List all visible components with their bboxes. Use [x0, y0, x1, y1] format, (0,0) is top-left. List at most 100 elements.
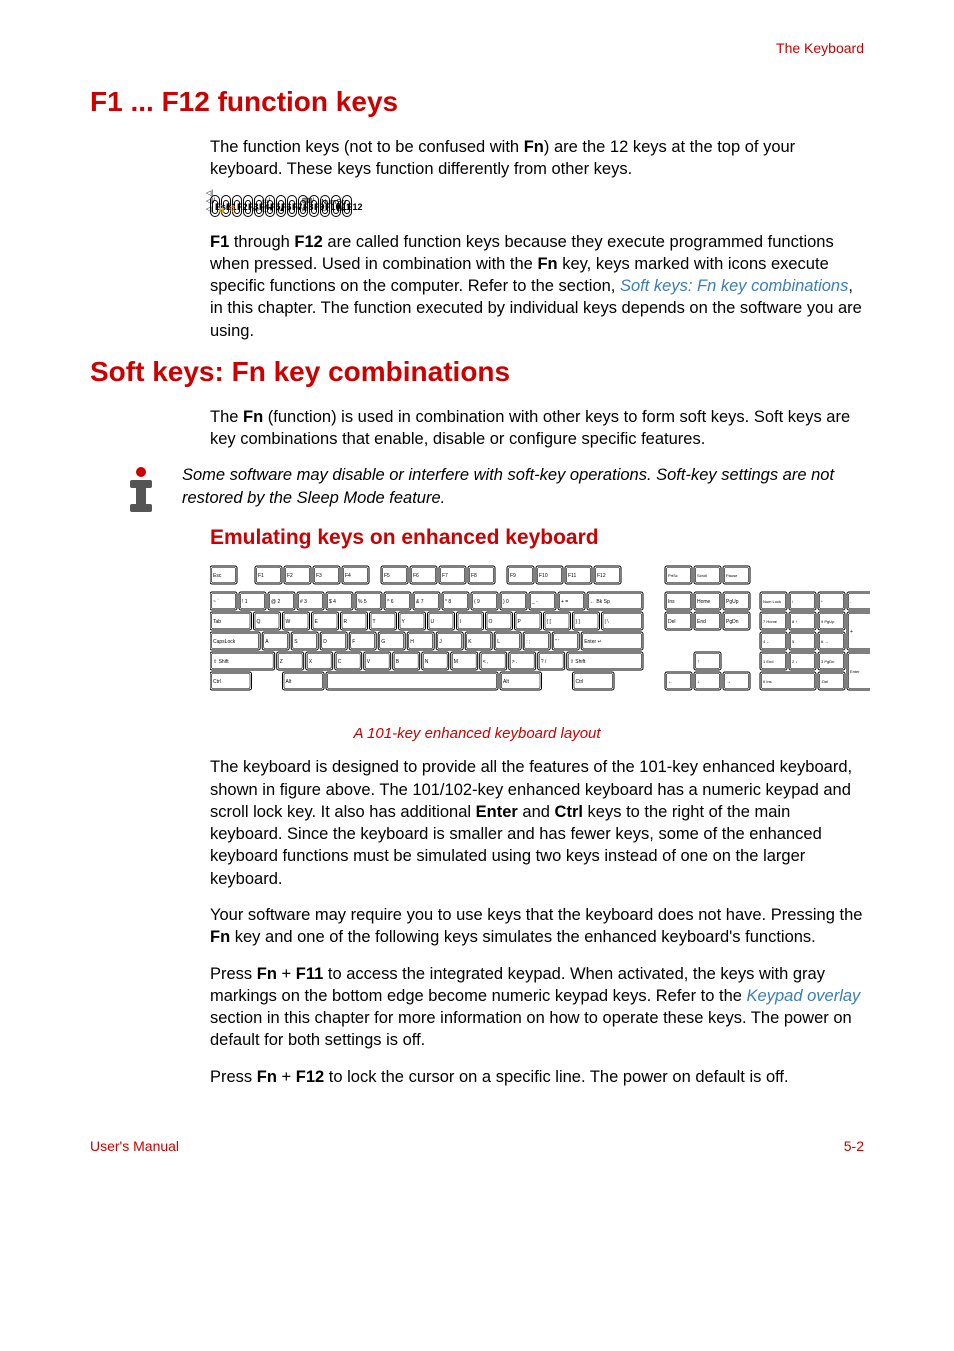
text: key and one of the following keys simula…	[230, 928, 816, 946]
svg-text:Z: Z	[280, 659, 283, 665]
svg-text:! 1: ! 1	[242, 599, 248, 605]
function-key: F9⌨/⊘	[309, 195, 319, 217]
svg-text:Ins: Ins	[668, 599, 675, 605]
svg-text:R: R	[344, 619, 348, 625]
text-bold: F12	[294, 233, 322, 251]
svg-text:U: U	[431, 619, 435, 625]
text: Press	[210, 1068, 257, 1086]
svg-text:F2: F2	[287, 573, 293, 579]
text-bold: Fn	[524, 138, 544, 156]
svg-text:8 ↑: 8 ↑	[792, 619, 797, 624]
svg-text:F11: F11	[568, 573, 576, 579]
svg-text:Tab: Tab	[213, 619, 221, 625]
svg-text:F5: F5	[384, 573, 390, 579]
svg-text:← Bk Sp: ← Bk Sp	[590, 599, 610, 605]
svg-text:W: W	[286, 619, 291, 625]
footer-right: 5-2	[844, 1138, 864, 1154]
text: to lock the cursor on a specific line. T…	[324, 1068, 788, 1086]
keyboard-figure: EscF1F2F3F4F5F6F7F8F9F10F11F12PrtScScrol…	[210, 564, 864, 719]
svg-text:Ctrl: Ctrl	[576, 679, 584, 685]
text-bold: F11	[296, 965, 324, 983]
svg-text:Esc: Esc	[213, 573, 222, 579]
heading-softkeys: Soft keys: Fn key combinations	[90, 356, 864, 388]
svg-text:Alt: Alt	[286, 679, 292, 685]
svg-text:CapsLock: CapsLock	[213, 639, 236, 645]
figure-caption: A 101-key enhanced keyboard layout	[90, 725, 864, 742]
svg-text:Pause: Pause	[726, 573, 738, 578]
text-bold: Fn	[537, 255, 557, 273]
svg-text:F9: F9	[510, 573, 516, 579]
svg-text:D: D	[323, 639, 327, 645]
svg-text:End: End	[697, 619, 706, 625]
svg-text:I: I	[460, 619, 461, 625]
svg-text:Num Lock: Num Lock	[763, 599, 781, 604]
svg-text:F3: F3	[316, 573, 322, 579]
svg-text:~ `: ~ `	[213, 599, 219, 605]
svg-text:0 Ins: 0 Ins	[763, 679, 772, 684]
svg-text:# 3: # 3	[300, 599, 307, 605]
link-softkeys[interactable]: Soft keys: Fn key combinations	[620, 277, 848, 295]
fkeys-row-figure: Esc◁|◁|/◁|F1🔒F2🔅F3↔F4→▭F5▭/▢F6▼☼F7▲☼F8ᵒᵞ…	[210, 195, 864, 217]
text: through	[229, 233, 294, 251]
svg-text:+: +	[850, 629, 853, 635]
svg-text:O: O	[489, 619, 493, 625]
svg-text:1 End: 1 End	[763, 659, 773, 664]
text: and	[518, 803, 555, 821]
link-keypad-overlay[interactable]: Keypad overlay	[747, 987, 861, 1005]
text-bold: Fn	[257, 1068, 277, 1086]
para-101key: The keyboard is designed to provide all …	[210, 756, 864, 890]
svg-text:F1: F1	[258, 573, 264, 579]
svg-text:) 0: ) 0	[503, 599, 509, 605]
svg-text:| \: | \	[605, 619, 610, 625]
svg-text:F4: F4	[345, 573, 351, 579]
para-software-require: Your software may require you to use key…	[210, 904, 864, 949]
svg-text:4 ←: 4 ←	[763, 639, 770, 644]
svg-text:Scroll: Scroll	[697, 573, 707, 578]
text-bold: Fn	[257, 965, 277, 983]
svg-text:M: M	[454, 659, 458, 665]
svg-text:F: F	[352, 639, 355, 645]
svg-text:↑: ↑	[697, 659, 700, 665]
svg-text:2 ↓: 2 ↓	[792, 659, 797, 664]
svg-text:Enter: Enter	[850, 669, 860, 674]
svg-text:⇧ Shift: ⇧ Shift	[213, 659, 229, 665]
text: +	[277, 1068, 296, 1086]
svg-text:^ 6: ^ 6	[387, 599, 394, 605]
svg-text:Home: Home	[697, 599, 711, 605]
svg-text:PrtSc: PrtSc	[668, 573, 678, 578]
info-text: Some software may disable or interfere w…	[182, 464, 864, 509]
svg-text:F8: F8	[471, 573, 477, 579]
svg-text:> .: > .	[512, 659, 518, 665]
svg-text:& 7: & 7	[416, 599, 424, 605]
svg-text:$ 4: $ 4	[329, 599, 336, 605]
function-key: F7▲☼	[287, 195, 297, 217]
svg-text:9 PgUp: 9 PgUp	[821, 619, 835, 624]
text: Press	[210, 965, 257, 983]
svg-text:F6: F6	[413, 573, 419, 579]
svg-text:F10: F10	[539, 573, 548, 579]
svg-text:Ctrl: Ctrl	[213, 679, 221, 685]
svg-text:L: L	[497, 639, 500, 645]
header-section: The Keyboard	[90, 40, 864, 56]
text-bold: Enter	[476, 803, 518, 821]
para-fkeys-intro: The function keys (not to be confused wi…	[210, 136, 864, 181]
text-bold: Fn	[210, 928, 230, 946]
footer: User's Manual 5-2	[90, 1138, 864, 1154]
svg-text:G: G	[381, 639, 385, 645]
text: The function keys (not to be confused wi…	[210, 138, 524, 156]
info-note: Some software may disable or interfere w…	[120, 464, 864, 512]
para-softkeys-intro: The Fn (function) is used in combination…	[210, 406, 864, 451]
function-key: F12Scr Lk	[342, 195, 352, 217]
svg-text:←: ←	[668, 679, 673, 685]
text: section in this chapter for more informa…	[210, 1009, 852, 1049]
svg-text:H: H	[410, 639, 414, 645]
svg-text:3 PgDn: 3 PgDn	[821, 659, 834, 664]
svg-text:? /: ? /	[541, 659, 547, 665]
text-bold: F12	[296, 1068, 324, 1086]
svg-text:7 Home: 7 Home	[763, 619, 778, 624]
svg-text:T: T	[373, 619, 376, 625]
svg-text:: ;: : ;	[526, 639, 530, 645]
svg-text:Enter ↵: Enter ↵	[584, 639, 602, 645]
svg-text:F7: F7	[442, 573, 448, 579]
svg-text:Del: Del	[668, 619, 676, 625]
